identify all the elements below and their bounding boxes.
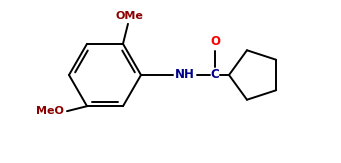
Text: C: C bbox=[211, 68, 219, 82]
Text: OMe: OMe bbox=[115, 11, 143, 21]
Text: O: O bbox=[210, 35, 220, 48]
Text: MeO: MeO bbox=[36, 106, 64, 116]
Text: NH: NH bbox=[175, 68, 195, 82]
